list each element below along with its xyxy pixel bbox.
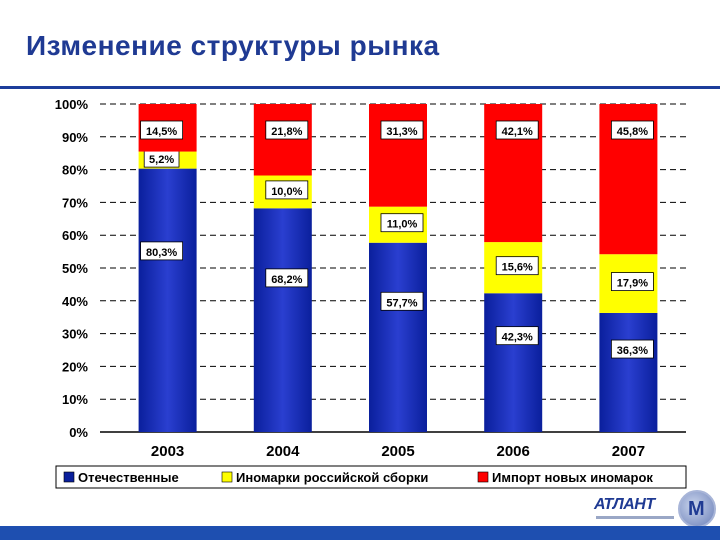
logo-underline	[596, 516, 674, 519]
data-label: 31,3%	[386, 126, 417, 138]
data-label-box	[140, 241, 184, 261]
bottom-accent-bar	[0, 526, 720, 540]
data-label-box	[495, 120, 539, 140]
data-label: 10,0%	[271, 186, 302, 198]
x-tick-label: 2006	[497, 443, 530, 460]
data-label: 17,9%	[617, 278, 648, 290]
company-logo: АТЛАНТ M	[594, 490, 716, 530]
x-tick-label: 2003	[151, 443, 184, 460]
data-label: 36,3%	[617, 345, 648, 357]
data-label-box	[380, 213, 424, 233]
data-label: 14,5%	[146, 126, 177, 138]
bar-segment	[484, 293, 543, 432]
legend-swatch	[221, 471, 233, 483]
logo-letter: M	[688, 498, 705, 520]
x-tick-label: 2007	[612, 443, 645, 460]
data-label-box	[611, 272, 654, 291]
legend-label: Импорт новых иномарок	[492, 470, 653, 485]
data-label-box	[611, 120, 654, 140]
y-tick-label: 100%	[55, 97, 89, 112]
slide-title: Изменение структуры рынка	[26, 30, 440, 61]
bar-segment	[369, 104, 427, 207]
data-label: 11,0%	[387, 219, 418, 231]
data-label: 45,8%	[617, 126, 648, 138]
bar-segment	[253, 208, 312, 432]
bar-segment	[599, 312, 658, 432]
data-label-box	[265, 180, 309, 200]
bar-segment	[369, 242, 427, 432]
title-rule	[0, 86, 720, 89]
logo-mark-icon: M	[678, 490, 716, 528]
y-tick-label: 70%	[62, 195, 88, 210]
data-label: 57,7%	[386, 297, 417, 309]
logo-text: АТЛАНТ	[594, 496, 655, 513]
y-tick-label: 20%	[62, 359, 88, 374]
legend-swatch	[477, 471, 489, 483]
data-label-box	[611, 339, 654, 359]
data-label-box	[495, 256, 539, 276]
data-label-box	[265, 268, 309, 288]
data-label: 42,3%	[502, 332, 533, 344]
y-tick-label: 0%	[69, 425, 88, 440]
data-label-box	[140, 120, 184, 140]
y-tick-label: 30%	[62, 327, 88, 342]
y-tick-label: 10%	[62, 392, 88, 407]
data-label: 15,6%	[502, 262, 533, 274]
x-tick-label: 2005	[381, 443, 414, 460]
bar-segment	[138, 168, 197, 432]
data-label: 42,1%	[502, 126, 533, 138]
data-label-box	[265, 120, 309, 140]
data-label-box	[380, 291, 424, 311]
legend-label: Иномарки российской сборки	[236, 470, 428, 485]
data-label: 68,2%	[271, 274, 302, 286]
bar-segment	[253, 104, 312, 176]
y-tick-label: 60%	[62, 228, 88, 243]
y-tick-label: 50%	[62, 261, 88, 276]
y-tick-label: 80%	[62, 163, 88, 178]
y-tick-label: 40%	[62, 294, 88, 309]
data-label: 5,2%	[149, 154, 174, 166]
data-label: 21,8%	[271, 126, 302, 138]
legend-box	[55, 465, 687, 489]
data-label: 80,3%	[146, 247, 177, 259]
data-label-box	[495, 326, 539, 346]
legend-swatch	[63, 471, 75, 483]
y-tick-label: 90%	[62, 130, 88, 145]
x-tick-label: 2004	[266, 443, 300, 460]
legend-label: Отечественные	[78, 470, 179, 485]
data-label-box	[380, 120, 424, 140]
